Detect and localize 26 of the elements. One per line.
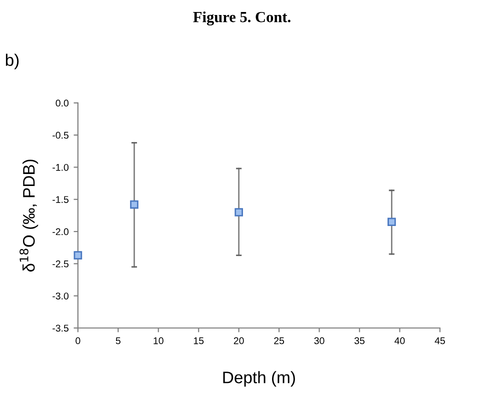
x-tick-label: 0 [76, 337, 80, 344]
x-tick-label: 20 [234, 337, 244, 344]
point [388, 218, 396, 226]
y-tick-label: -0.5 [52, 132, 68, 139]
x-tick-label: 35 [354, 337, 365, 344]
y-axis-title: δ$^{18}$O (‰, PDB) [20, 160, 38, 272]
x-tick-label: 45 [434, 337, 445, 344]
x-tick-label: 5 [116, 337, 120, 344]
x-axis-title: Depth (m) [223, 371, 295, 387]
x-tick-label: 40 [394, 337, 405, 344]
y-tick-label: -2.0 [52, 228, 69, 236]
y-tick-label: -3.0 [52, 292, 69, 300]
x-tick-label: 10 [154, 337, 164, 344]
point [234, 208, 243, 216]
y-tick-label: -1.5 [52, 196, 68, 203]
y-tick-label: -3.5 [52, 324, 68, 332]
y-tick-label: -2.5 [52, 260, 68, 268]
text: b) [6, 54, 19, 70]
point [130, 200, 138, 209]
point [74, 251, 82, 260]
chart-title: Figure 5. Cont. [193, 11, 290, 26]
y-tick-label: 0.0 [56, 100, 69, 107]
x-tick-label: 15 [194, 337, 204, 344]
x-tick-label: 30 [314, 337, 324, 344]
y-tick-label: -1.0 [52, 164, 69, 171]
x-tick-label: 25 [274, 337, 284, 344]
